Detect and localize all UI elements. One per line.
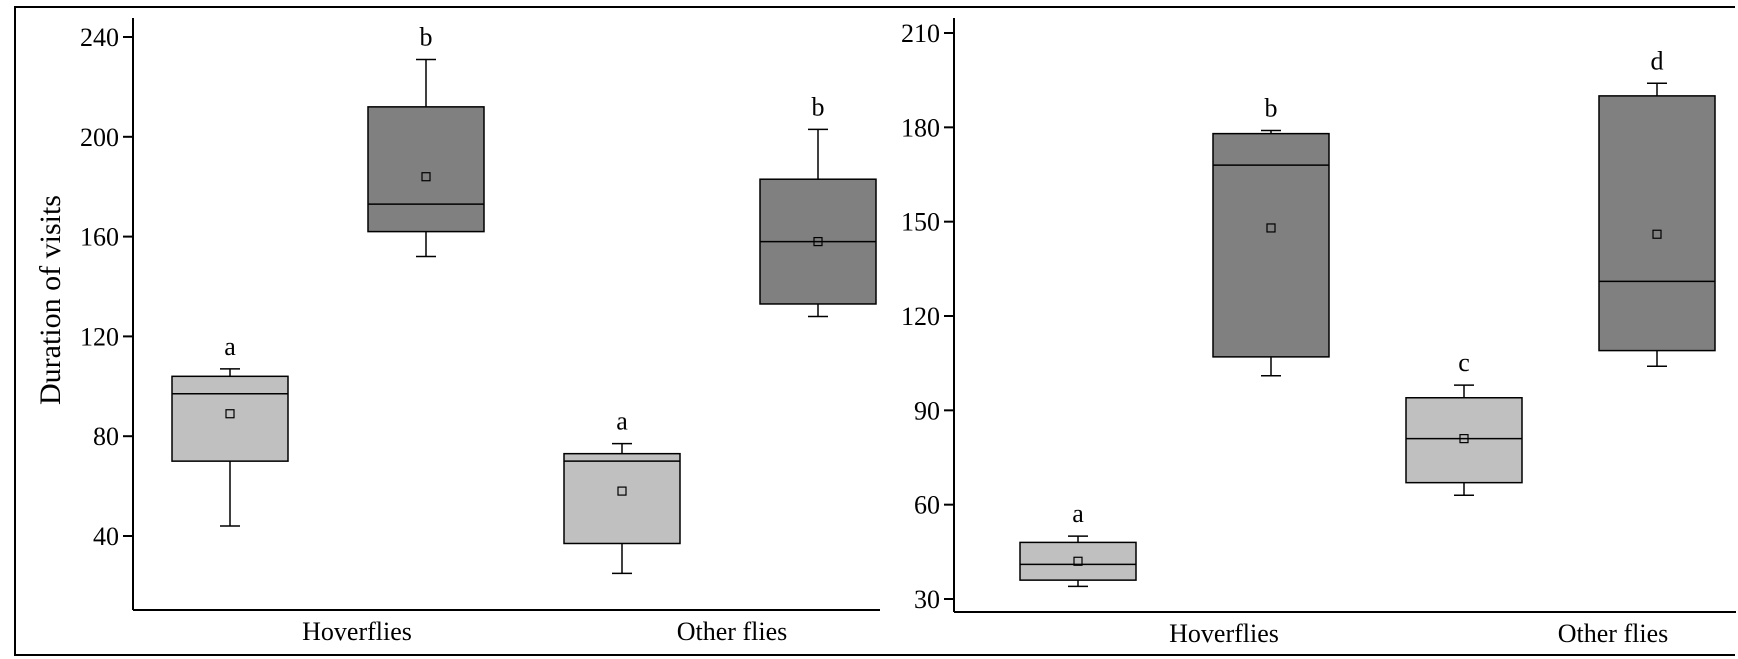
x-category-label: Other flies xyxy=(1558,619,1668,648)
figure-frame xyxy=(14,6,1735,656)
significance-letter: a xyxy=(616,407,628,436)
box-1: a xyxy=(1019,499,1137,588)
y-tick-label: 210 xyxy=(901,19,940,48)
mean-marker xyxy=(813,236,823,247)
significance-letter: b xyxy=(1265,93,1278,122)
significance-letter: c xyxy=(1458,348,1470,377)
significance-letter: d xyxy=(1651,46,1664,75)
box-body xyxy=(171,375,289,462)
significance-letter: b xyxy=(420,22,433,51)
significance-letter: b xyxy=(812,92,825,121)
panel-right: 30 60 90 120 150 180 210 a b c d Hoverflies Other … xyxy=(901,18,1736,648)
y-tick-label: 120 xyxy=(901,302,940,331)
x-category-label: Other flies xyxy=(677,617,787,646)
panel-left-axes xyxy=(132,18,880,611)
panel-left-y-ticks: 40 80 120 160 200 240 xyxy=(80,23,133,551)
panel-right-x-categories: Hoverflies Other flies xyxy=(1169,619,1668,648)
y-tick-label: 80 xyxy=(93,422,119,451)
y-tick-label: 240 xyxy=(80,23,119,52)
mean-marker xyxy=(225,409,235,419)
significance-letter: a xyxy=(224,332,236,361)
y-tick-label: 30 xyxy=(914,585,940,614)
panel-left-boxes: a b a b xyxy=(171,22,877,575)
x-category-label: Hoverflies xyxy=(302,617,412,646)
y-tick-label: 150 xyxy=(901,208,940,237)
y-tick-label: 90 xyxy=(914,396,940,425)
panel-left-x-categories: Hoverflies Other flies xyxy=(302,617,787,646)
box-body xyxy=(1405,397,1523,484)
y-tick-label: 120 xyxy=(80,322,119,351)
box-body xyxy=(1598,95,1716,352)
box-body xyxy=(1212,132,1330,358)
box-3: a xyxy=(563,407,681,575)
box-2: b xyxy=(367,22,485,258)
y-tick-label: 200 xyxy=(80,123,119,152)
box-body xyxy=(367,106,485,233)
box-body xyxy=(563,452,681,545)
box-3: c xyxy=(1405,348,1523,496)
significance-letter: a xyxy=(1072,499,1084,528)
mean-marker xyxy=(1073,556,1083,566)
y-tick-label: 180 xyxy=(901,113,940,142)
panel-left: 40 80 120 160 200 240 a b a b Hoverflies Other fl… xyxy=(34,18,880,646)
x-category-label: Hoverflies xyxy=(1169,619,1279,648)
mean-marker xyxy=(1266,223,1276,233)
y-tick-label: 40 xyxy=(93,522,119,551)
panel-right-boxes: a b c d xyxy=(1019,46,1716,588)
y-tick-label: 160 xyxy=(80,223,119,252)
y-axis-title: Duration of visits xyxy=(34,195,67,405)
box-2: b xyxy=(1212,93,1330,377)
box-4: d xyxy=(1598,46,1716,368)
box-body xyxy=(1019,541,1137,581)
mean-marker xyxy=(421,172,431,182)
box-4: b xyxy=(759,92,877,318)
mean-marker xyxy=(617,486,627,496)
box-1: a xyxy=(171,332,289,527)
mean-marker xyxy=(1652,229,1662,239)
y-tick-label: 60 xyxy=(914,491,940,520)
mean-marker xyxy=(1459,434,1469,444)
panel-right-y-ticks: 30 60 90 120 150 180 210 xyxy=(901,19,954,614)
